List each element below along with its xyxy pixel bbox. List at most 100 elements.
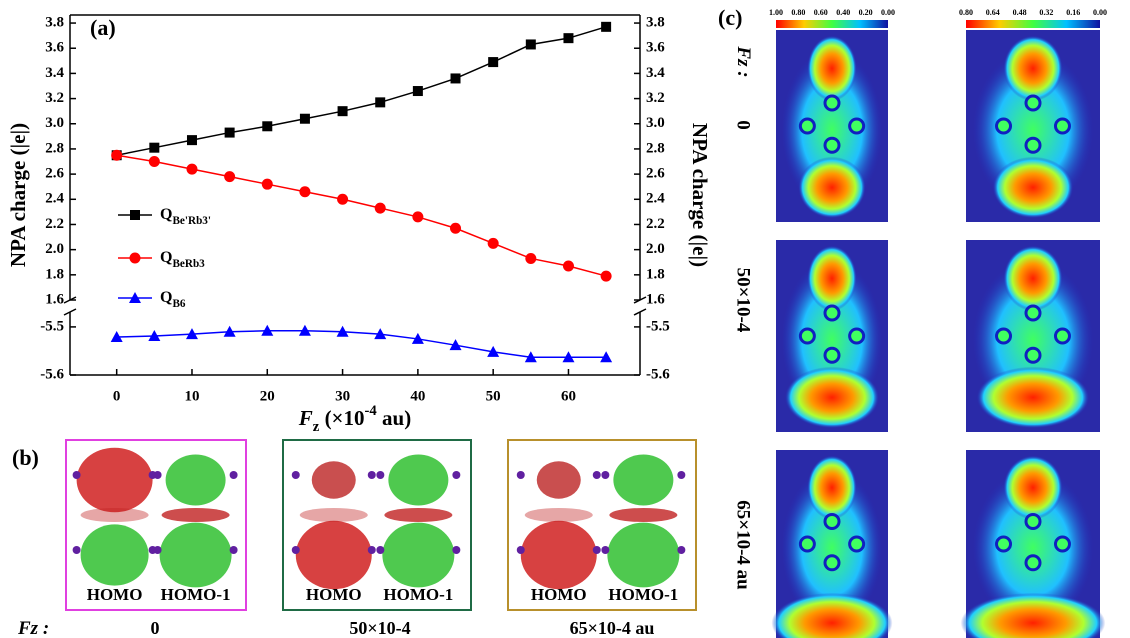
- atom: [73, 546, 81, 554]
- y-tick-label: 2.4: [45, 191, 64, 207]
- data-point: [375, 97, 385, 107]
- atom: [452, 546, 460, 554]
- atom: [292, 546, 300, 554]
- orbital-lobe: [160, 523, 232, 588]
- elf-map: [772, 450, 893, 638]
- text-part: (×10: [319, 406, 364, 430]
- atom: [230, 546, 238, 554]
- panel-label: (b): [12, 445, 39, 470]
- data-point: [262, 121, 272, 131]
- y2-axis-title: NPA charge (|e|): [688, 123, 712, 267]
- elf-map: [776, 30, 888, 222]
- colorbar: [776, 20, 888, 28]
- panel-label: (a): [90, 15, 116, 40]
- text-part: F: [298, 406, 313, 430]
- data-point: [225, 128, 235, 138]
- elf-atom: [850, 119, 864, 133]
- text-part: Fz :: [17, 618, 49, 638]
- elf-map: [776, 240, 888, 432]
- orbital-lobe: [613, 455, 673, 506]
- x-tick-label: 30: [335, 388, 350, 404]
- elf-atom: [997, 119, 1011, 133]
- colorbar-label: 0.40: [836, 8, 850, 17]
- data-point: [601, 22, 611, 32]
- data-point: [300, 114, 310, 124]
- orbital-label: HOMO: [87, 585, 143, 604]
- elf-lobe: [785, 367, 879, 428]
- elf-atom: [800, 329, 814, 343]
- y-tick-label: 3.4: [45, 65, 64, 81]
- elf-map: [966, 240, 1100, 432]
- legend-label: QBe'Rb3': [160, 206, 211, 227]
- atom: [677, 471, 685, 479]
- elf-lobe: [1004, 456, 1063, 520]
- elf-atom: [825, 96, 839, 110]
- elf-lobe: [807, 456, 856, 520]
- orbital-ring: [384, 508, 452, 522]
- panel-label: (c): [718, 5, 742, 30]
- atom: [292, 471, 300, 479]
- y-tick-label: 3.8: [45, 14, 64, 30]
- orbital-lobe: [607, 523, 679, 588]
- y2-tick-label: 2.2: [646, 216, 665, 232]
- atom: [601, 546, 609, 554]
- y2-tick-label: 3.4: [646, 65, 665, 81]
- elf-atom: [825, 556, 839, 570]
- elf-atom: [1026, 138, 1040, 152]
- elf-atom: [1026, 514, 1040, 528]
- field-label: 0: [733, 120, 754, 130]
- colorbar-label: 0.16: [1066, 8, 1080, 17]
- colorbar-label: 1.00: [769, 8, 783, 17]
- x-tick-label: 10: [184, 388, 199, 404]
- y2-tick-label: 3.2: [646, 90, 665, 106]
- elf-atom: [997, 329, 1011, 343]
- legend-marker: [130, 253, 141, 264]
- elf-lobe: [977, 367, 1090, 428]
- y-tick-label: 2.2: [45, 216, 64, 232]
- y-tick-label: 2.6: [45, 166, 64, 182]
- y-tick-label: 2.0: [45, 241, 64, 257]
- y2-tick-label: 3.0: [646, 115, 665, 131]
- atom: [601, 471, 609, 479]
- orbital-label: HOMO: [306, 585, 362, 604]
- elf-atom: [800, 119, 814, 133]
- y-axis-title: NPA charge (|e|): [6, 123, 30, 267]
- data-point: [111, 150, 122, 161]
- orbital-lobe: [166, 455, 226, 506]
- y2-tick-label: 3.6: [646, 40, 665, 56]
- orbital-lobe: [537, 461, 581, 498]
- data-point: [563, 33, 573, 43]
- elf-lobe: [807, 36, 856, 101]
- elf-atom: [1026, 348, 1040, 362]
- orbital-ring: [525, 508, 593, 522]
- legend-label: QB6: [160, 289, 186, 310]
- elf-atom: [1055, 119, 1069, 133]
- data-point: [262, 179, 273, 190]
- atom: [376, 546, 384, 554]
- y-tick-label: 3.2: [45, 90, 64, 106]
- atom: [154, 471, 162, 479]
- data-point: [413, 86, 423, 96]
- x-axis-title: Fz (×10-4 au): [298, 403, 411, 435]
- y2-tick-label: 3.8: [646, 14, 665, 30]
- x-tick-label: 40: [410, 388, 425, 404]
- field-label: 50×10-4: [733, 268, 754, 333]
- data-point: [601, 271, 612, 282]
- figure: 1.61.61.81.82.02.02.22.22.42.42.62.62.82…: [0, 0, 1130, 638]
- orbital-label: HOMO-1: [161, 585, 231, 604]
- y-tick-label: 3.0: [45, 115, 64, 131]
- data-point: [525, 253, 536, 264]
- elf-map: [961, 450, 1106, 638]
- orbital-ring: [300, 508, 368, 522]
- data-point: [224, 171, 235, 182]
- atom: [376, 471, 384, 479]
- elf-atom: [997, 537, 1011, 551]
- elf-atom: [1055, 537, 1069, 551]
- data-point: [488, 57, 498, 67]
- elf-atom: [1055, 329, 1069, 343]
- data-point: [149, 143, 159, 153]
- data-point: [299, 186, 310, 197]
- elf-lobe: [798, 157, 865, 218]
- atom: [517, 546, 525, 554]
- data-point: [412, 211, 423, 222]
